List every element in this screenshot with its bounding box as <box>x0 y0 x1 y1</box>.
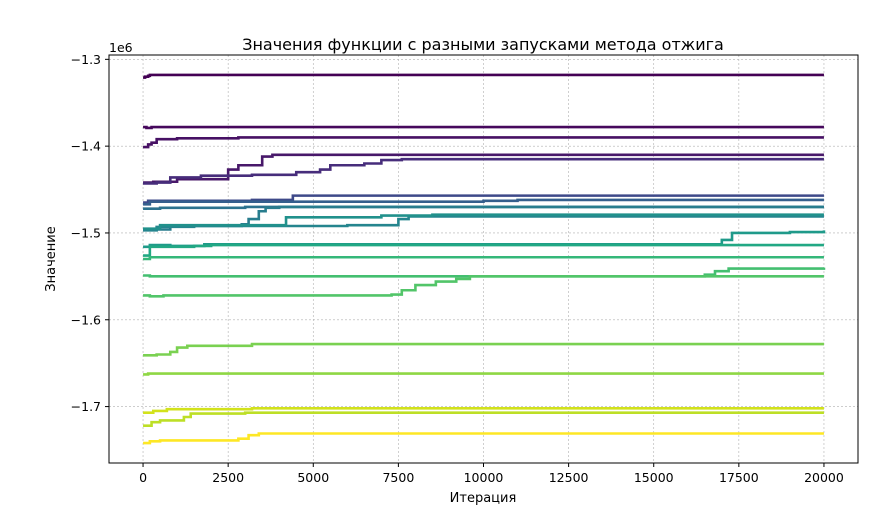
series-line <box>143 198 824 206</box>
x-tick-label: 2500 <box>212 470 244 485</box>
y-tick-label: −1.3 <box>71 52 101 67</box>
y-axis-label: Значение <box>44 226 59 291</box>
x-tick-label: 17500 <box>719 470 759 485</box>
series-line <box>143 125 824 130</box>
grid <box>109 55 858 463</box>
series-line <box>143 372 824 376</box>
x-tick-label: 7500 <box>382 470 414 485</box>
y-tick-label: −1.5 <box>71 225 101 240</box>
y-axis: −1.3 −1.4 −1.5 −1.6 −1.7 <box>71 52 109 414</box>
x-tick-label: 0 <box>139 470 147 485</box>
series-line <box>143 275 824 298</box>
x-tick-label: 5000 <box>297 470 329 485</box>
series-line <box>143 432 824 445</box>
series-line <box>143 157 824 185</box>
x-tick-label: 10000 <box>464 470 504 485</box>
series-line <box>143 136 824 149</box>
series-line <box>143 243 824 257</box>
series-layer <box>143 73 826 445</box>
series-line <box>143 411 824 427</box>
x-axis: 0 2500 5000 7500 10000 12500 15000 17500 20000 <box>139 463 844 485</box>
x-axis-label: Итерация <box>450 491 517 506</box>
y-tick-label: −1.7 <box>71 399 101 414</box>
series-line <box>143 73 824 79</box>
series-line <box>143 407 824 414</box>
series-line <box>143 342 824 357</box>
series-line <box>143 213 824 230</box>
x-tick-label: 20000 <box>804 470 844 485</box>
offset-label: 1e6 <box>109 40 133 55</box>
y-tick-label: −1.4 <box>71 139 101 154</box>
y-tick-label: −1.6 <box>71 312 101 327</box>
series-line <box>143 255 824 261</box>
series-line <box>143 267 826 278</box>
x-tick-label: 15000 <box>634 470 674 485</box>
x-tick-label: 12500 <box>549 470 589 485</box>
chart-title: Значения функции с разными запусками мет… <box>242 35 724 54</box>
